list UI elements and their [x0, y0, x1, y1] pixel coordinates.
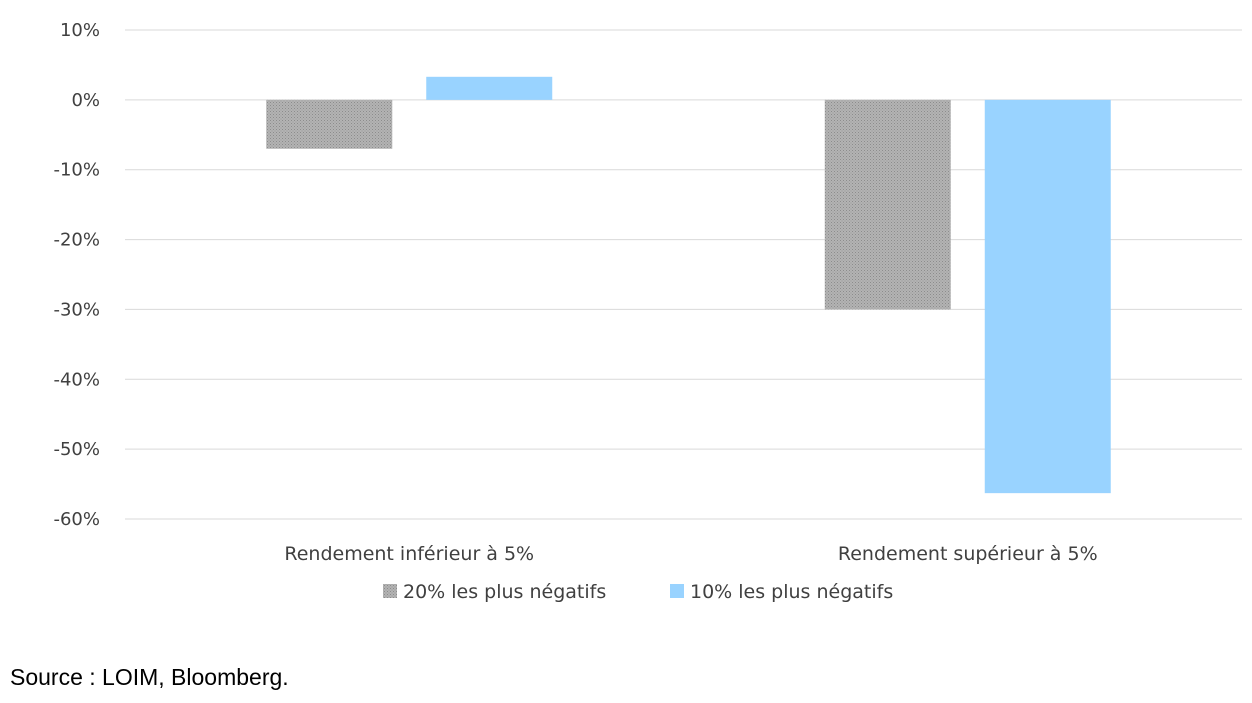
bar-series1-1 — [266, 99, 393, 149]
legend: 20% les plus négatifs 10% les plus négati… — [383, 581, 893, 603]
y-axis-ticks: 10% 0% -10% -20% -30% -40% -50% -60% — [53, 20, 100, 530]
y-tick-label: -60% — [53, 509, 100, 530]
y-tick-label: -10% — [53, 160, 100, 181]
legend-label: 10% les plus négatifs — [690, 581, 893, 603]
legend-label: 20% les plus négatifs — [403, 581, 606, 603]
category-label: Rendement inférieur à 5% — [284, 543, 534, 565]
bar-series2-2 — [984, 99, 1111, 494]
legend-swatch — [383, 584, 397, 598]
y-tick-label: -20% — [53, 230, 100, 251]
x-axis-categories: Rendement inférieur à 5% Rendement supéri… — [284, 543, 1097, 565]
bar-series2-1 — [426, 76, 553, 100]
y-tick-label: -40% — [53, 369, 100, 390]
bars — [266, 76, 1111, 494]
source-note: Source : LOIM, Bloomberg. — [10, 664, 289, 690]
category-label: Rendement supérieur à 5% — [838, 543, 1098, 565]
legend-swatch — [670, 584, 684, 598]
y-tick-label: -50% — [53, 439, 100, 460]
bar-chart: 10% 0% -10% -20% -30% -40% -50% -60% Rendement … — [53, 20, 1242, 603]
y-tick-label: 10% — [60, 20, 100, 41]
bar-series1-2 — [824, 99, 951, 310]
y-tick-label: 0% — [71, 90, 100, 111]
y-tick-label: -30% — [53, 299, 100, 320]
